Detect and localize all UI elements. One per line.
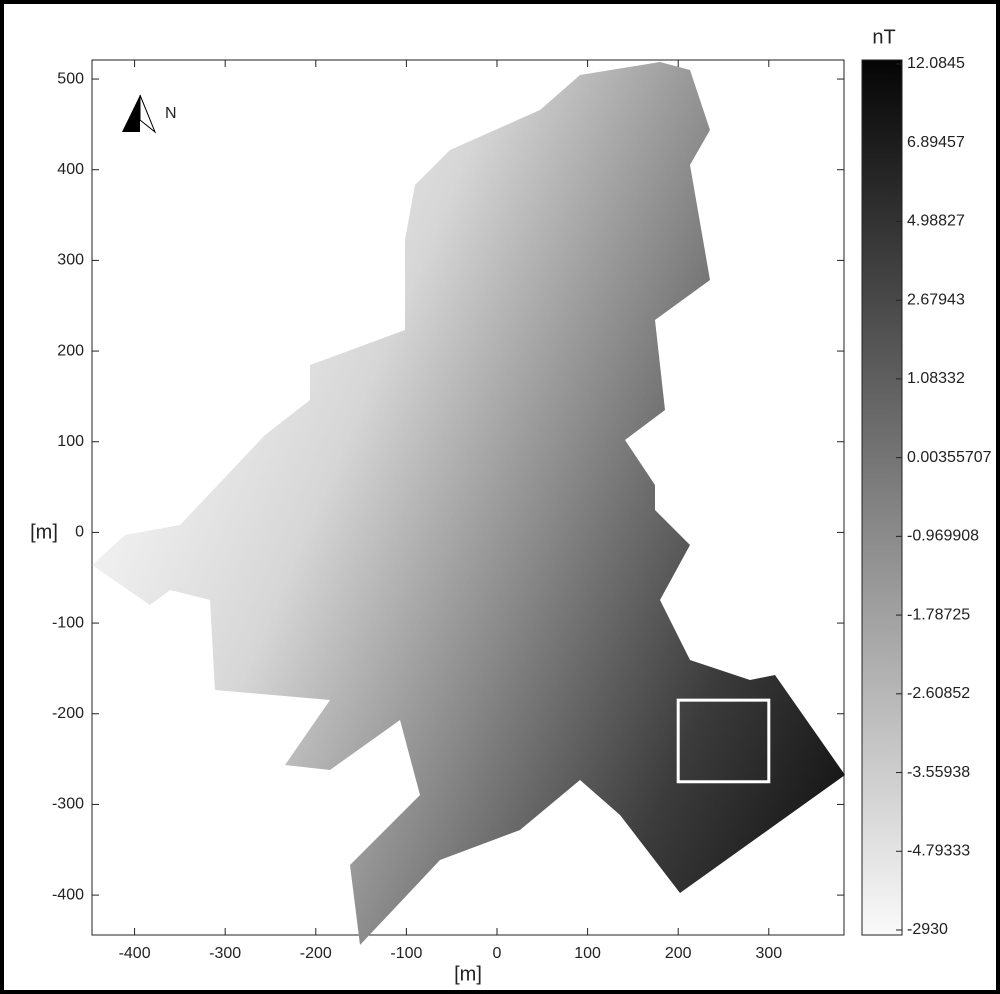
highlight-box — [676, 698, 771, 784]
survey-area — [92, 62, 845, 945]
colorbar-tick-label: 0.00355707 — [907, 449, 992, 466]
colorbar-tick-label: 2.67943 — [907, 291, 965, 308]
colorbar — [861, 59, 903, 936]
x-tick-label: 200 — [665, 945, 692, 962]
colorbar-tick-label: 4.98827 — [907, 213, 965, 230]
y-axis-label: [m] — [30, 521, 58, 543]
y-tick-label: -300 — [52, 796, 84, 813]
colorbar-tick-label: 6.89457 — [907, 134, 965, 151]
north-arrow — [139, 94, 157, 134]
colorbar-tick-label: -4.79333 — [907, 842, 970, 859]
north-label: N — [165, 105, 177, 122]
colorbar-tick-label: -3.55938 — [907, 764, 970, 781]
colorbar-tick-label: 1.08332 — [907, 370, 965, 387]
colorbar-tick-label: -2.60852 — [907, 685, 970, 702]
y-tick-label: 100 — [57, 433, 84, 450]
y-tick-label: 0 — [75, 524, 84, 541]
y-tick-label: 400 — [57, 161, 84, 178]
x-tick-label: -400 — [119, 945, 151, 962]
x-tick-label: -100 — [390, 945, 422, 962]
x-tick-label: 100 — [574, 945, 601, 962]
y-tick-label: -200 — [52, 705, 84, 722]
y-tick-label: 500 — [57, 70, 84, 87]
y-tick-label: -400 — [52, 886, 84, 903]
colorbar-tick-label: -2930 — [907, 921, 948, 938]
x-tick-label: -200 — [300, 945, 332, 962]
colorbar-label: nT — [872, 26, 895, 48]
x-tick-label: 0 — [493, 945, 502, 962]
x-tick-label: -300 — [209, 945, 241, 962]
colorbar-tick-label: -1.78725 — [907, 606, 970, 623]
x-axis-label: [m] — [454, 963, 482, 985]
y-tick-label: 200 — [57, 342, 84, 359]
colorbar-tick-label: 12.0845 — [907, 55, 965, 72]
x-tick-label: 300 — [755, 945, 782, 962]
y-tick-label: 300 — [57, 252, 84, 269]
y-tick-label: -100 — [52, 614, 84, 631]
colorbar-tick-label: -0.969908 — [907, 528, 979, 545]
north-arrow — [122, 95, 140, 132]
